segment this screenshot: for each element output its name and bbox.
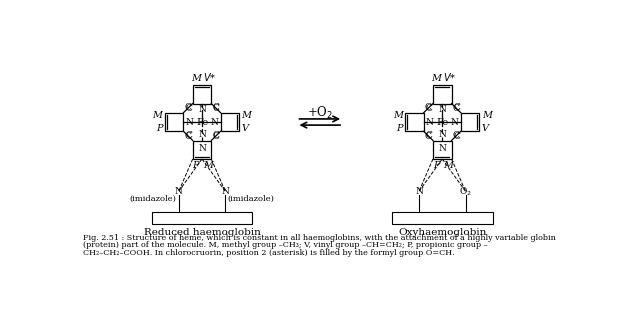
Text: C: C bbox=[213, 132, 220, 141]
Text: C: C bbox=[452, 104, 459, 113]
Text: CH₂–CH₂–COOH. In chlorocruorin, position 2 (asterisk) is filled by the formyl gr: CH₂–CH₂–COOH. In chlorocruorin, position… bbox=[82, 249, 454, 257]
Text: M: M bbox=[241, 111, 251, 120]
Bar bbox=[433, 85, 452, 104]
Text: N: N bbox=[451, 118, 459, 127]
Text: +O$_2$: +O$_2$ bbox=[307, 105, 333, 121]
Text: Globin: Globin bbox=[186, 214, 218, 223]
Text: C: C bbox=[453, 103, 460, 112]
Text: P: P bbox=[156, 124, 162, 133]
Text: M: M bbox=[392, 111, 402, 120]
Text: M: M bbox=[152, 111, 162, 120]
Text: Reduced haemoglobin: Reduced haemoglobin bbox=[144, 228, 260, 237]
Text: C: C bbox=[212, 131, 219, 140]
Text: Globin: Globin bbox=[426, 214, 459, 223]
Text: (imidazole): (imidazole) bbox=[130, 194, 177, 202]
Text: C: C bbox=[185, 131, 192, 140]
Text: N: N bbox=[210, 118, 218, 127]
Text: Oxyhaemoglobin: Oxyhaemoglobin bbox=[398, 228, 487, 237]
Text: N: N bbox=[415, 187, 423, 196]
Text: M: M bbox=[191, 74, 201, 83]
Bar bbox=[165, 113, 183, 131]
Text: P: P bbox=[433, 161, 439, 170]
Text: V: V bbox=[482, 124, 489, 133]
Text: C: C bbox=[424, 103, 431, 112]
Text: N: N bbox=[438, 105, 446, 114]
Bar bbox=[392, 212, 492, 225]
Bar bbox=[221, 113, 239, 131]
Text: C: C bbox=[213, 103, 220, 112]
Text: N: N bbox=[438, 144, 446, 153]
Text: C: C bbox=[184, 103, 191, 112]
Text: $V$*: $V$* bbox=[203, 71, 217, 83]
Text: C: C bbox=[453, 132, 460, 141]
Text: M: M bbox=[482, 111, 492, 120]
Bar bbox=[193, 141, 212, 159]
Text: M: M bbox=[431, 74, 441, 83]
Text: N: N bbox=[186, 118, 193, 127]
Text: P: P bbox=[193, 161, 199, 170]
Text: N: N bbox=[198, 105, 206, 114]
Text: C: C bbox=[452, 131, 459, 140]
Text: C: C bbox=[426, 104, 432, 113]
Text: (protein) part of the molecule. M, methyl group –CH₃; V, vinyl group –CH=CH₂; P,: (protein) part of the molecule. M, methy… bbox=[82, 241, 487, 249]
Bar bbox=[193, 85, 212, 104]
Text: N: N bbox=[198, 144, 206, 153]
Bar bbox=[433, 141, 452, 159]
Text: N: N bbox=[222, 187, 229, 196]
Text: P: P bbox=[396, 124, 402, 133]
Text: C: C bbox=[426, 131, 432, 140]
Text: M: M bbox=[444, 161, 454, 170]
Text: C: C bbox=[185, 104, 192, 113]
Text: Fig. 2.51 : Structure of heme, which is constant in all haemoglobins, with the a: Fig. 2.51 : Structure of heme, which is … bbox=[82, 234, 555, 242]
Text: C: C bbox=[184, 132, 191, 141]
Bar bbox=[152, 212, 252, 225]
Bar bbox=[405, 113, 424, 131]
Text: (imidazole): (imidazole) bbox=[228, 194, 275, 202]
Text: N: N bbox=[198, 130, 206, 139]
Text: N: N bbox=[175, 187, 183, 196]
Text: N: N bbox=[426, 118, 434, 127]
Text: O$_2$: O$_2$ bbox=[459, 185, 472, 197]
Text: M: M bbox=[203, 161, 213, 170]
Text: V: V bbox=[241, 124, 248, 133]
Text: Fe: Fe bbox=[196, 118, 208, 127]
Text: $V$*: $V$* bbox=[443, 71, 457, 83]
Bar bbox=[461, 113, 479, 131]
Text: N: N bbox=[438, 130, 446, 139]
Text: C: C bbox=[212, 104, 219, 113]
Text: C: C bbox=[424, 132, 431, 141]
Text: Fe: Fe bbox=[436, 118, 448, 127]
